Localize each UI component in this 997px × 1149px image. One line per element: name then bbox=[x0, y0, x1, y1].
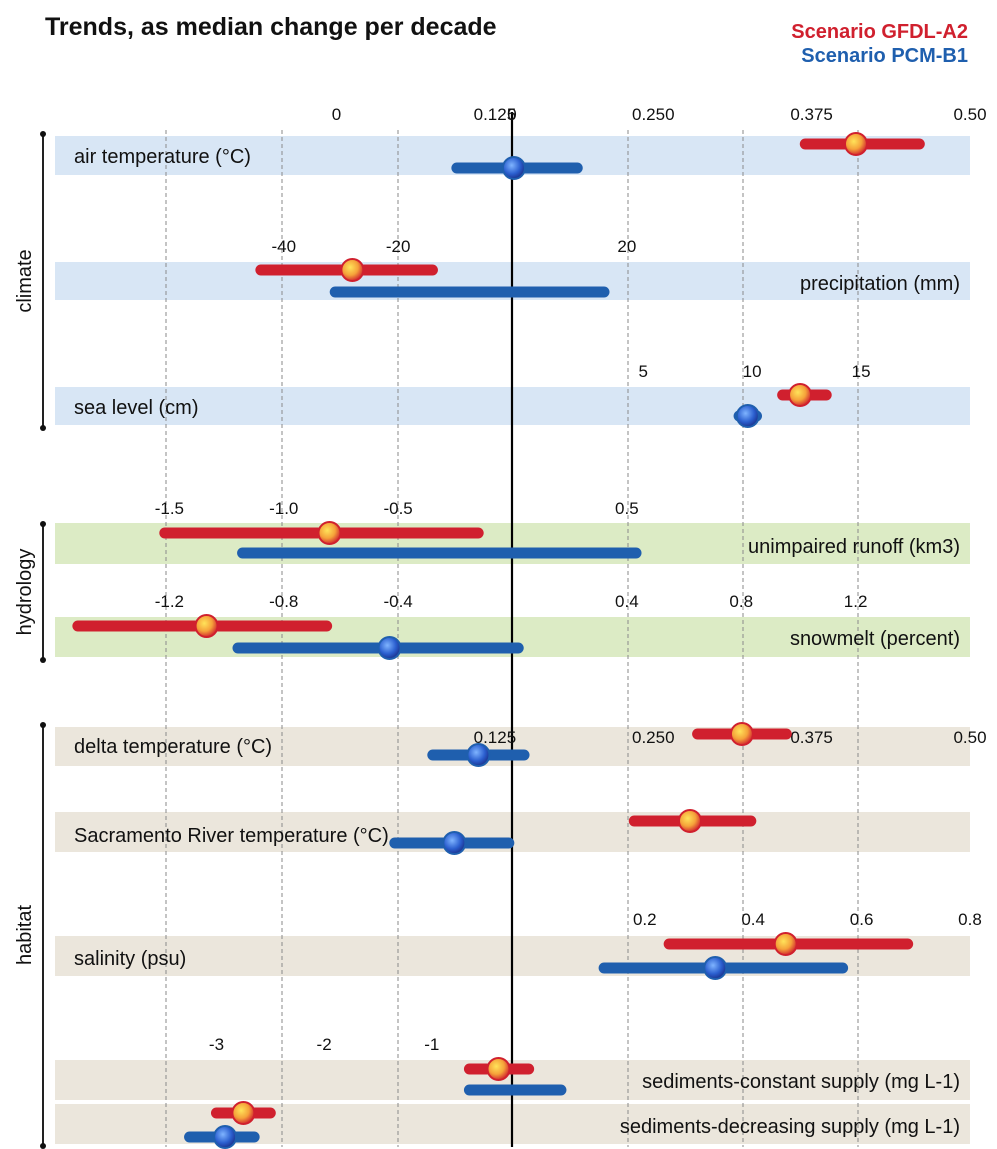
tick-label: -1.5 bbox=[155, 499, 184, 518]
row-label-air-temperature-c: air temperature (°C) bbox=[74, 146, 251, 168]
group-label-climate: climate bbox=[14, 249, 36, 312]
median-dot-scenario-pcm-b1-sacramento-river-temperature-c bbox=[443, 832, 465, 854]
tick-label: 0.8 bbox=[729, 592, 753, 611]
median-dot-scenario-pcm-b1-delta-temperature-c bbox=[467, 744, 489, 766]
tick-label: 0.4 bbox=[615, 592, 639, 611]
tick-label: 20 bbox=[617, 237, 636, 256]
tick-label: 0.375 bbox=[790, 105, 833, 124]
tick-label: 0.6 bbox=[850, 910, 874, 929]
tick-label: -0.4 bbox=[383, 592, 412, 611]
row-label-salinity-psu: salinity (psu) bbox=[74, 948, 186, 970]
tick-label: -0.8 bbox=[269, 592, 298, 611]
tick-label: 0 bbox=[332, 105, 341, 124]
tick-label: 0 bbox=[507, 105, 516, 124]
row-label-snowmelt-percent: snowmelt (percent) bbox=[790, 628, 960, 650]
row-label-sacramento-river-temperature-c: Sacramento River temperature (°C) bbox=[74, 825, 389, 847]
tick-label: -1 bbox=[424, 1035, 439, 1054]
tick-label: -1.0 bbox=[269, 499, 298, 518]
tick-label: -20 bbox=[386, 237, 411, 256]
median-dot-scenario-gfdl-a2-sediments-constant-supply-mg-l-1 bbox=[488, 1058, 510, 1080]
tick-label: 0.5 bbox=[615, 499, 639, 518]
row-label-precipitation-mm: precipitation (mm) bbox=[800, 273, 960, 295]
tick-label: 0.250 bbox=[632, 728, 675, 747]
row-label-unimpaired-runoff-km3: unimpaired runoff (km3) bbox=[748, 536, 960, 558]
median-dot-scenario-gfdl-a2-sediments-decreasing-supply-mg-l-1 bbox=[232, 1102, 254, 1124]
median-dot-scenario-gfdl-a2-air-temperature-c bbox=[845, 133, 867, 155]
row-label-sediments-constant-supply-mg-l-1: sediments-constant supply (mg L-1) bbox=[642, 1071, 960, 1093]
tick-label: 0.50 bbox=[953, 728, 986, 747]
tick-label: 0.250 bbox=[632, 105, 675, 124]
legend-entry-pcm-b1: Scenario PCM-B1 bbox=[801, 45, 968, 67]
median-dot-scenario-pcm-b1-sea-level-cm bbox=[737, 405, 759, 427]
legend-entry-gfdl-a2: Scenario GFDL-A2 bbox=[791, 21, 968, 43]
group-bracket-habitat: habitat bbox=[14, 722, 46, 1149]
chart-title: Trends, as median change per decade bbox=[45, 13, 497, 41]
tick-label: -40 bbox=[271, 237, 296, 256]
median-dot-scenario-gfdl-a2-sea-level-cm bbox=[789, 384, 811, 406]
tick-labels: 0 0.125 0.250 0.375 0.50-40 -20 205 10 15-1.5 -1.… bbox=[155, 105, 987, 1054]
median-dot-scenario-pcm-b1-snowmelt-percent bbox=[379, 637, 401, 659]
tick-label: -0.5 bbox=[383, 499, 412, 518]
tick-label: 0.375 bbox=[790, 728, 833, 747]
group-bracket-climate: climate bbox=[14, 131, 46, 431]
tick-label: -3 bbox=[209, 1035, 224, 1054]
tick-label: 15 bbox=[852, 362, 871, 381]
tick-label: 5 bbox=[638, 362, 647, 381]
tick-label: -2 bbox=[317, 1035, 332, 1054]
group-label-habitat: habitat bbox=[14, 905, 36, 965]
row-label-sediments-decreasing-supply-mg-l-1: sediments-decreasing supply (mg L-1) bbox=[620, 1116, 960, 1138]
median-dot-scenario-gfdl-a2-delta-temperature-c bbox=[731, 723, 753, 745]
tick-label: 0.8 bbox=[958, 910, 982, 929]
tick-label: 0.2 bbox=[633, 910, 657, 929]
median-dot-scenario-gfdl-a2-salinity-psu bbox=[775, 933, 797, 955]
median-dot-scenario-pcm-b1-salinity-psu bbox=[704, 957, 726, 979]
median-dot-scenario-gfdl-a2-precipitation-mm bbox=[341, 259, 363, 281]
median-dot-scenario-gfdl-a2-snowmelt-percent bbox=[196, 615, 218, 637]
tick-label: 0.50 bbox=[953, 105, 986, 124]
median-dot-scenario-pcm-b1-sediments-decreasing-supply-mg-l-1 bbox=[214, 1126, 236, 1148]
row-label-sea-level-cm: sea level (cm) bbox=[74, 397, 198, 419]
tick-label: 0.4 bbox=[741, 910, 765, 929]
tick-label: -1.2 bbox=[155, 592, 184, 611]
group-bracket-hydrology: hydrology bbox=[14, 521, 46, 663]
median-dot-scenario-gfdl-a2-unimpaired-runoff-km3 bbox=[319, 522, 341, 544]
median-dot-scenario-pcm-b1-air-temperature-c bbox=[503, 157, 525, 179]
group-label-hydrology: hydrology bbox=[14, 549, 36, 636]
tick-label: 10 bbox=[743, 362, 762, 381]
median-dot-scenario-gfdl-a2-sacramento-river-temperature-c bbox=[679, 810, 701, 832]
row-label-delta-temperature-c: delta temperature (°C) bbox=[74, 736, 272, 758]
tick-label: 1.2 bbox=[844, 592, 868, 611]
